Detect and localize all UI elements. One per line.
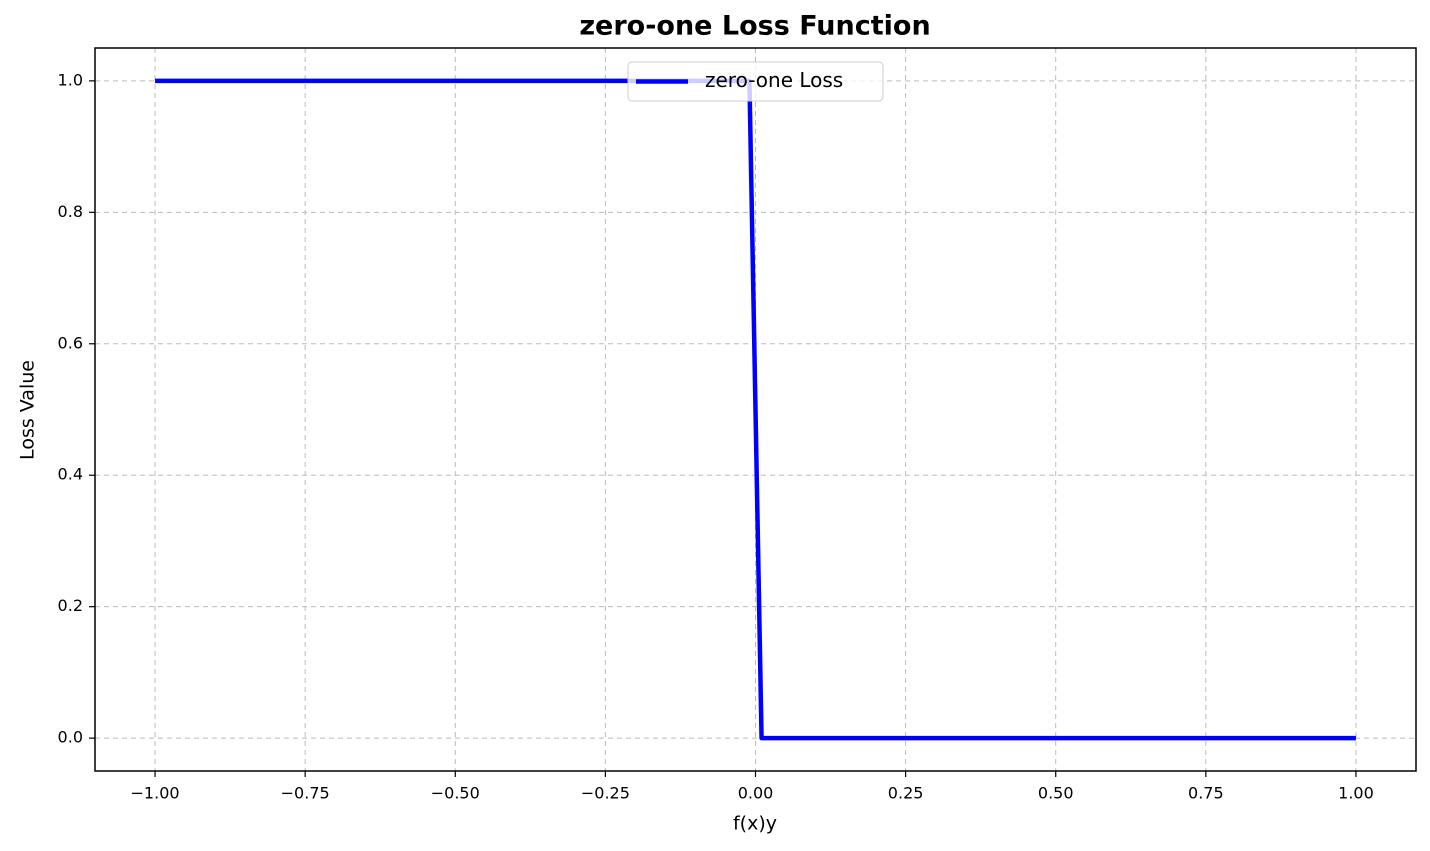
x-tick-label: −0.25 [581, 784, 630, 803]
chart-title: zero-one Loss Function [579, 11, 930, 42]
x-tick-label: −0.50 [431, 784, 480, 803]
data-line [155, 78, 1356, 741]
y-tick-label: 0.2 [58, 596, 83, 615]
y-tick-label: 0.0 [58, 728, 83, 747]
x-axis-label: f(x)y [733, 813, 777, 835]
x-tick-label: 1.00 [1338, 784, 1374, 803]
y-axis-label: Loss Value [17, 360, 39, 460]
y-tick-label: 0.8 [58, 202, 83, 221]
legend-label: zero-one Loss [705, 68, 843, 92]
x-tick-label: 0.25 [888, 784, 924, 803]
y-tick-label: 1.0 [58, 70, 83, 89]
x-tick-label: 0.75 [1188, 784, 1224, 803]
x-tick-label: 0.50 [1038, 784, 1074, 803]
y-tick-label: 0.4 [58, 465, 83, 484]
plot-frame [94, 47, 1417, 772]
x-tick-label: 0.00 [738, 784, 774, 803]
y-tick-label: 0.6 [58, 333, 83, 352]
x-tick-label: −0.75 [281, 784, 330, 803]
x-tick-label: −1.00 [131, 784, 180, 803]
legend-box [627, 61, 884, 102]
